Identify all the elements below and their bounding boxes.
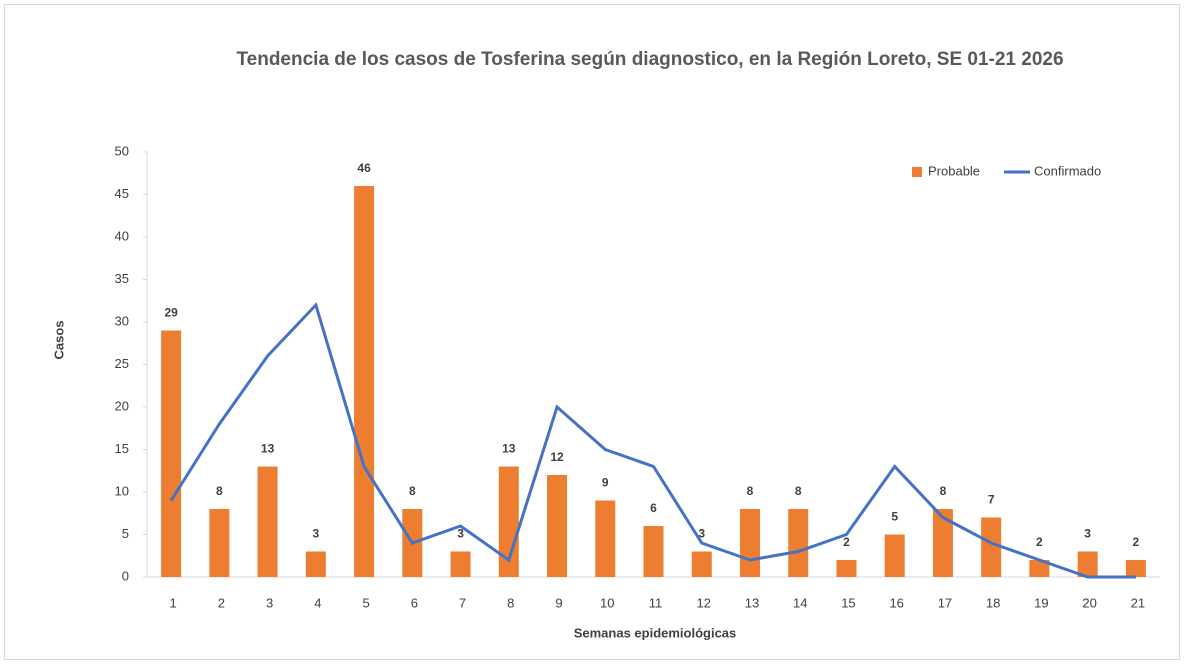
bar	[498, 466, 519, 577]
x-tick-label: 6	[411, 595, 418, 610]
x-tick-label: 5	[362, 595, 369, 610]
bar	[595, 500, 616, 577]
bar	[209, 509, 230, 577]
line	[169, 302, 1136, 579]
bar	[354, 186, 375, 577]
x-axis-label: Semanas epidemiológicas	[574, 625, 737, 640]
x-tick-label: 7	[459, 595, 466, 610]
bar	[450, 551, 471, 577]
data-label: 46	[357, 161, 371, 175]
data-label: 6	[650, 501, 657, 515]
x-tick-label: 16	[889, 595, 903, 610]
y-tick-label: 25	[115, 356, 129, 371]
bar	[981, 517, 1002, 577]
data-label: 8	[940, 484, 947, 498]
y-tick-label: 20	[115, 398, 129, 413]
bar	[1077, 551, 1098, 577]
y-axis-label: Casos	[51, 320, 66, 359]
data-label: 5	[891, 510, 898, 524]
x-tick-label: 10	[600, 595, 614, 610]
x-tick-label: 14	[793, 595, 807, 610]
y-tick-label: 10	[115, 483, 129, 498]
x-tick-label: 18	[986, 595, 1000, 610]
data-label: 9	[602, 476, 609, 490]
data-label: 8	[795, 484, 802, 498]
chart-frame	[4, 4, 1180, 660]
bar	[739, 509, 760, 577]
bar	[643, 526, 664, 577]
y-tick-label: 45	[115, 186, 129, 201]
x-tick-label: 13	[745, 595, 759, 610]
legend-label: Confirmado	[1034, 163, 1101, 178]
data-label: 29	[164, 306, 178, 320]
data-label: 13	[261, 442, 275, 456]
data-label: 3	[312, 527, 319, 541]
x-tick-label: 11	[649, 595, 663, 610]
data-label: 2	[843, 535, 850, 549]
bar	[1125, 560, 1146, 577]
y-tick-label: 0	[122, 568, 129, 583]
bar	[161, 330, 182, 577]
x-tick-label: 19	[1034, 595, 1048, 610]
x-tick-label: 21	[1131, 595, 1145, 610]
legend-label: Probable	[928, 163, 980, 178]
y-tick-label: 30	[115, 313, 129, 328]
x-tick-label: 9	[555, 595, 562, 610]
x-tick-label: 15	[841, 595, 855, 610]
bar	[1029, 560, 1050, 577]
data-label: 8	[216, 484, 223, 498]
data-label: 8	[409, 484, 416, 498]
data-label: 12	[550, 450, 564, 464]
chart-title: Tendencia de los casos de Tosferina segú…	[236, 49, 1064, 70]
x-tick-label: 4	[314, 595, 321, 610]
bar	[836, 560, 857, 577]
data-label: 2	[1036, 535, 1043, 549]
y-tick-label: 35	[115, 271, 129, 286]
x-tick-label: 2	[218, 595, 225, 610]
x-tick-label: 17	[938, 595, 952, 610]
bar	[305, 551, 326, 577]
data-label: 2	[1133, 535, 1140, 549]
data-label: 13	[502, 442, 516, 456]
y-tick-label: 5	[122, 526, 129, 541]
bar	[547, 475, 568, 577]
x-tick-label: 3	[266, 595, 273, 610]
bar	[691, 551, 712, 577]
x-tick-label: 20	[1082, 595, 1096, 610]
data-label: 3	[698, 527, 705, 541]
x-tick-label: 1	[170, 595, 177, 610]
bar	[884, 534, 905, 577]
data-label: 3	[1084, 527, 1091, 541]
y-tick-label: 40	[115, 228, 129, 243]
data-label: 3	[457, 527, 464, 541]
bar	[932, 509, 953, 577]
data-label: 7	[988, 493, 995, 507]
x-tick-label: 8	[507, 595, 514, 610]
legend-swatch	[912, 167, 922, 177]
bar	[257, 466, 278, 577]
y-tick-label: 15	[115, 441, 129, 456]
data-label: 8	[747, 484, 754, 498]
y-tick-label: 50	[115, 143, 129, 158]
bar	[788, 509, 809, 577]
x-tick-label: 12	[697, 595, 711, 610]
